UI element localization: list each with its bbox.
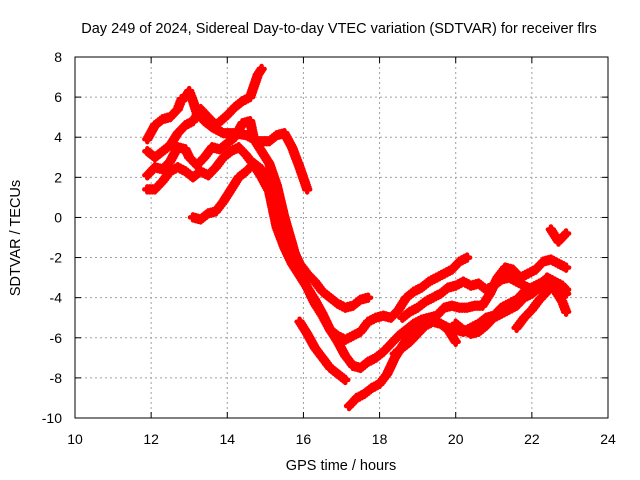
y-tick-label: 4 — [54, 129, 62, 145]
data-series-group — [142, 63, 572, 412]
x-tick-label: 24 — [600, 431, 616, 447]
x-tick-label: 16 — [296, 431, 312, 447]
y-tick-label: 2 — [54, 169, 62, 185]
data-series-track-10 — [450, 276, 572, 340]
y-tick-labels: -10 -8 -6 -4 -2 0 2 4 6 8 — [42, 49, 62, 426]
plot-frame — [74, 56, 609, 419]
chart-title: Day 249 of 2024, Sidereal Day-to-day VTE… — [81, 21, 596, 37]
axis-ticks — [74, 56, 609, 419]
y-tick-label: -10 — [42, 410, 62, 426]
y-tick-label: -8 — [50, 370, 63, 386]
y-tick-label: -2 — [50, 250, 63, 266]
y-tick-label: -4 — [50, 290, 63, 306]
x-tick-label: 12 — [143, 431, 159, 447]
y-tick-label: 0 — [54, 209, 62, 225]
x-tick-label: 14 — [219, 431, 235, 447]
data-series-track-6 — [294, 316, 351, 386]
x-axis-label: GPS time / hours — [286, 458, 396, 474]
y-tick-label: 6 — [54, 89, 62, 105]
y-tick-label: -6 — [50, 330, 63, 346]
data-series-track-12 — [545, 224, 572, 247]
data-series-track-11 — [511, 286, 553, 334]
x-tick-label: 10 — [67, 431, 83, 447]
y-axis-label: SDTVAR / TECUs — [8, 180, 24, 296]
data-series-track-4 — [142, 142, 473, 346]
x-tick-label: 18 — [372, 431, 388, 447]
data-series-track-3 — [142, 115, 374, 313]
data-series-track-5 — [187, 158, 572, 374]
data-series-track-8 — [389, 316, 461, 360]
x-tick-labels: 10 12 14 16 18 20 22 24 — [67, 431, 616, 447]
x-tick-label: 22 — [524, 431, 540, 447]
x-tick-label: 20 — [448, 431, 464, 447]
data-series-track-2 — [142, 63, 267, 163]
grid — [75, 57, 608, 418]
y-tick-label: 8 — [54, 49, 62, 65]
